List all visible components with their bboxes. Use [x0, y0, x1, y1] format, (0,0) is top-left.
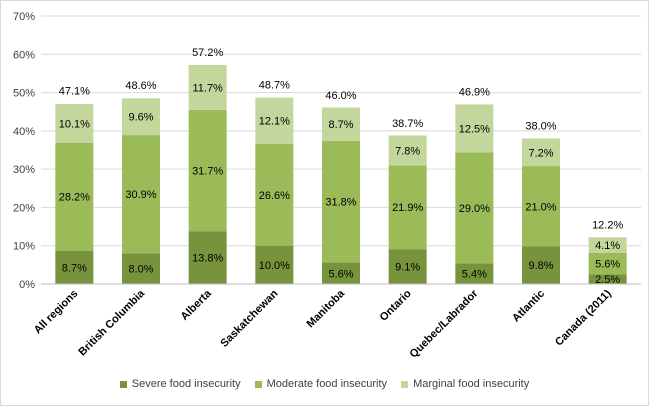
total-label: 47.1%	[59, 86, 90, 98]
data-label: 5.6%	[595, 259, 620, 271]
data-label: 12.5%	[459, 123, 490, 135]
data-label: 4.1%	[595, 240, 620, 252]
bar-segment	[455, 104, 494, 153]
data-label: 2.5%	[595, 274, 620, 286]
total-label: 46.9%	[459, 86, 490, 98]
data-label: 10.1%	[59, 118, 90, 130]
y-tick-label: 0%	[19, 279, 35, 291]
bar-segment	[388, 135, 427, 166]
data-label: 30.9%	[125, 189, 156, 201]
data-label: 28.2%	[59, 192, 90, 204]
data-label: 31.7%	[192, 165, 223, 177]
y-tick-label: 50%	[13, 88, 35, 100]
y-tick-label: 40%	[13, 126, 35, 138]
bar-segment	[388, 165, 427, 250]
data-label: 13.8%	[192, 253, 223, 265]
y-tick-label: 60%	[13, 49, 35, 61]
data-label: 9.8%	[528, 260, 553, 272]
bar-segment	[188, 109, 227, 232]
data-label: 21.9%	[392, 202, 423, 214]
x-tick-label: All regions	[32, 288, 81, 337]
total-label: 12.2%	[592, 219, 623, 231]
y-tick-label: 30%	[13, 164, 35, 176]
x-tick-label: Canada (2011)	[553, 287, 614, 348]
data-label: 29.0%	[459, 203, 490, 215]
bar-segment	[522, 166, 560, 247]
bar-segment	[255, 97, 294, 144]
legend-label-severe: Severe food insecurity	[131, 378, 241, 390]
total-label: 46.0%	[325, 90, 356, 102]
bar-segment	[122, 253, 160, 284]
bar-segment	[322, 107, 360, 141]
bar-segment	[588, 252, 627, 275]
legend-swatch-marginal	[401, 380, 409, 388]
bar-segment	[55, 250, 94, 284]
data-label: 11.7%	[192, 82, 223, 94]
data-label: 21.0%	[525, 201, 556, 213]
y-tick-label: 70%	[13, 11, 35, 23]
data-label: 8.0%	[128, 264, 153, 276]
bar-segment	[522, 138, 560, 167]
x-tick-label: Saskatchewan	[218, 287, 280, 349]
bar-segment	[522, 246, 560, 284]
bar-segment	[55, 142, 94, 251]
data-label: 12.1%	[259, 116, 290, 128]
x-tick-label: Ontario	[378, 287, 414, 323]
total-label: 57.2%	[192, 47, 223, 59]
x-tick-label: Alberta	[178, 287, 214, 323]
bar-segment	[255, 245, 294, 284]
legend-item-moderate: Moderate food insecurity	[254, 378, 388, 390]
data-label: 9.6%	[128, 112, 153, 124]
data-label: 7.8%	[395, 145, 420, 157]
legend-item-severe: Severe food insecurity	[119, 378, 241, 390]
legend-label-moderate: Moderate food insecurity	[266, 378, 388, 390]
chart-legend: Severe food insecurity Moderate food ins…	[1, 378, 648, 390]
total-label: 48.7%	[259, 80, 290, 92]
data-label: 5.6%	[328, 268, 353, 280]
data-label: 5.4%	[462, 269, 487, 281]
bar-segment	[388, 249, 427, 284]
legend-label-marginal: Marginal food insecurity	[413, 378, 530, 390]
x-tick-label: Quebec/Labrador	[408, 287, 481, 360]
x-tick-label: British Columbia	[76, 287, 147, 358]
total-label: 48.6%	[125, 80, 156, 92]
bar-segment	[122, 98, 160, 136]
bar-segment	[55, 104, 94, 143]
total-label: 38.7%	[392, 118, 423, 130]
bar-segment	[455, 263, 494, 284]
legend-swatch-severe	[119, 380, 127, 388]
bar-segment	[455, 152, 494, 264]
bar-segment	[588, 274, 627, 284]
bar-segment	[588, 237, 627, 253]
data-label: 9.1%	[395, 262, 420, 274]
data-label: 31.8%	[325, 197, 356, 209]
data-label: 8.7%	[328, 119, 353, 131]
legend-swatch-moderate	[254, 380, 262, 388]
bar-segment	[188, 231, 227, 284]
total-label: 38.0%	[525, 121, 556, 133]
bar-segment	[322, 140, 360, 263]
x-tick-label: Manitoba	[304, 287, 347, 330]
y-tick-label: 10%	[13, 241, 35, 253]
bar-segment	[322, 262, 360, 284]
data-label: 8.7%	[62, 262, 87, 274]
x-tick-label: Atlantic	[510, 288, 547, 325]
data-label: 10.0%	[259, 260, 290, 272]
bar-segment	[188, 65, 227, 110]
data-label: 26.6%	[259, 190, 290, 202]
data-label: 7.2%	[528, 147, 553, 159]
legend-item-marginal: Marginal food insecurity	[401, 378, 529, 390]
y-tick-label: 20%	[13, 202, 35, 214]
bar-segment	[122, 135, 160, 254]
bar-segment	[255, 143, 294, 246]
